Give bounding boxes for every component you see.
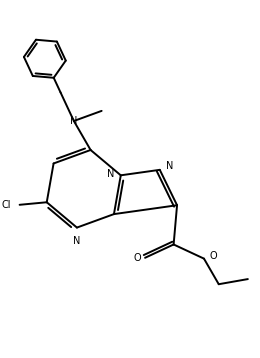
Text: N: N bbox=[70, 116, 77, 126]
Text: O: O bbox=[134, 253, 141, 263]
Text: O: O bbox=[209, 251, 217, 261]
Text: Cl: Cl bbox=[1, 200, 11, 210]
Text: N: N bbox=[166, 161, 173, 171]
Text: N: N bbox=[73, 237, 81, 246]
Text: N: N bbox=[107, 169, 114, 179]
